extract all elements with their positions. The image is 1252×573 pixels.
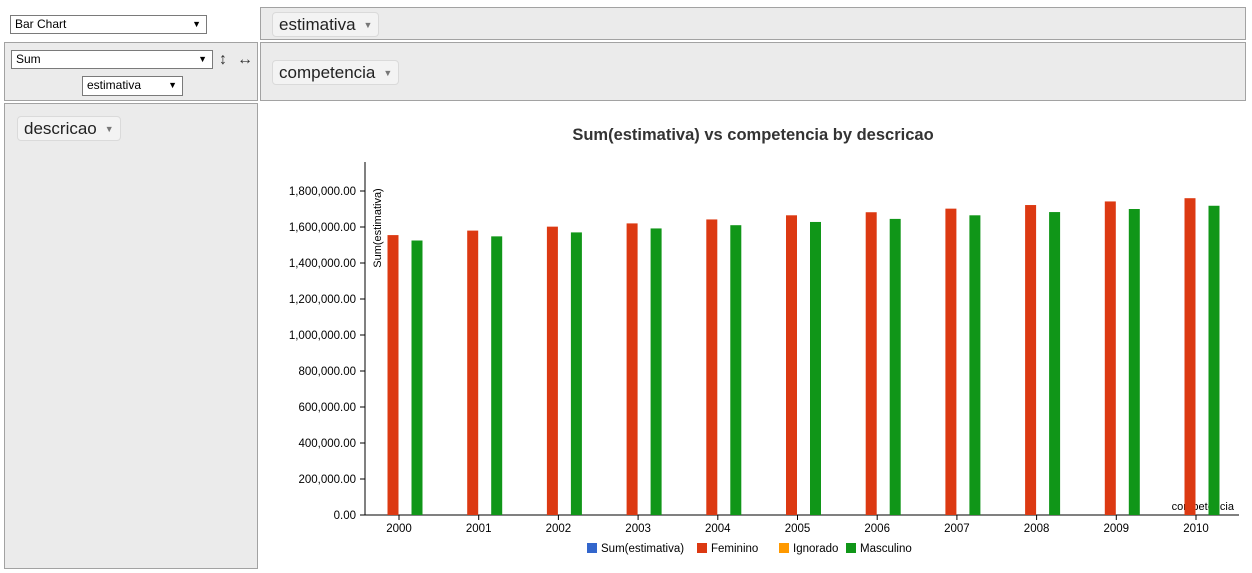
aggregator-panel: Sum ▼ ↕ ↔ estimativa ▼ bbox=[4, 42, 258, 101]
bar-masculino-2010[interactable] bbox=[1208, 205, 1220, 515]
y-tick-label: 1,000,000.00 bbox=[289, 330, 356, 342]
bar-feminino-2009[interactable] bbox=[1104, 201, 1116, 515]
chevron-down-icon: ▼ bbox=[192, 19, 201, 29]
bar-feminino-2006[interactable] bbox=[865, 212, 877, 515]
bar-feminino-2007[interactable] bbox=[945, 208, 957, 515]
bar-masculino-2000[interactable] bbox=[411, 240, 423, 516]
x-tick-label: 2006 bbox=[864, 523, 890, 535]
y-tick-label: 800,000.00 bbox=[298, 366, 356, 378]
row-field-label: descricao bbox=[24, 119, 97, 138]
bar-feminino-2008[interactable] bbox=[1025, 205, 1037, 515]
renderer-select[interactable]: Bar Chart ▼ bbox=[10, 15, 207, 34]
y-tick-label: 400,000.00 bbox=[298, 438, 356, 450]
column-field-label: competencia bbox=[279, 63, 376, 82]
y-tick-label: 0.00 bbox=[334, 510, 356, 522]
bar-feminino-2004[interactable] bbox=[706, 219, 718, 515]
bar-masculino-2009[interactable] bbox=[1128, 209, 1140, 515]
legend-swatch bbox=[846, 543, 856, 553]
x-tick-label: 2000 bbox=[386, 523, 412, 535]
x-tick-label: 2010 bbox=[1183, 523, 1209, 535]
legend-label[interactable]: Sum(estimativa) bbox=[601, 543, 684, 555]
aggregator-select-value: Sum bbox=[16, 52, 41, 66]
column-fields-panel: competencia ▼ bbox=[260, 42, 1246, 101]
bar-masculino-2001[interactable] bbox=[491, 236, 503, 516]
dropdown-arrow-icon[interactable]: ▼ bbox=[383, 68, 393, 78]
legend-label[interactable]: Ignorado bbox=[793, 543, 838, 555]
attribute-pill-label: estimativa bbox=[279, 15, 356, 34]
row-fields-panel: descricao ▼ bbox=[4, 103, 258, 569]
x-tick-label: 2008 bbox=[1024, 523, 1050, 535]
legend-swatch bbox=[779, 543, 789, 553]
y-tick-label: 1,200,000.00 bbox=[289, 294, 356, 306]
x-tick-label: 2009 bbox=[1104, 523, 1130, 535]
attribute-pill-estimativa[interactable]: estimativa ▼ bbox=[272, 12, 380, 37]
column-field-pill[interactable]: competencia ▼ bbox=[272, 60, 400, 85]
x-tick-label: 2007 bbox=[944, 523, 970, 535]
bar-chart: Sum(estimativa) vs competencia by descri… bbox=[289, 126, 1239, 555]
x-tick-label: 2004 bbox=[705, 523, 731, 535]
bar-masculino-2007[interactable] bbox=[969, 215, 981, 516]
bar-masculino-2004[interactable] bbox=[730, 225, 742, 515]
bar-masculino-2005[interactable] bbox=[810, 221, 821, 515]
bar-feminino-2003[interactable] bbox=[626, 223, 638, 515]
x-tick-label: 2001 bbox=[466, 523, 492, 535]
bar-feminino-2001[interactable] bbox=[467, 230, 479, 515]
y-tick-label: 1,600,000.00 bbox=[289, 222, 356, 234]
bar-feminino-2005[interactable] bbox=[786, 215, 797, 516]
horizontal-arrow-icon[interactable]: ↔ bbox=[237, 51, 253, 68]
dropdown-arrow-icon[interactable]: ▼ bbox=[104, 124, 114, 134]
legend-swatch bbox=[587, 543, 597, 553]
y-axis-label: Sum(estimativa) bbox=[372, 188, 384, 267]
bar-feminino-2002[interactable] bbox=[546, 226, 558, 515]
chart-title: Sum(estimativa) vs competencia by descri… bbox=[572, 126, 933, 144]
dropdown-arrow-icon[interactable]: ▼ bbox=[363, 20, 373, 30]
bar-feminino-2010[interactable] bbox=[1184, 198, 1196, 515]
y-tick-label: 600,000.00 bbox=[298, 402, 356, 414]
x-tick-label: 2005 bbox=[785, 523, 811, 535]
aggregator-attribute-value: estimativa bbox=[87, 78, 142, 92]
y-tick-label: 1,800,000.00 bbox=[289, 186, 356, 198]
renderer-select-value: Bar Chart bbox=[15, 17, 67, 31]
y-tick-label: 1,400,000.00 bbox=[289, 258, 356, 270]
x-axis-label: competencia bbox=[1172, 501, 1235, 513]
x-tick-label: 2002 bbox=[546, 523, 572, 535]
bar-feminino-2000[interactable] bbox=[387, 235, 399, 515]
legend-label[interactable]: Masculino bbox=[860, 543, 912, 555]
vertical-arrow-icon[interactable]: ↕ bbox=[219, 51, 227, 68]
aggregator-select[interactable]: Sum ▼ bbox=[11, 50, 213, 69]
column-attributes-panel: estimativa ▼ bbox=[260, 7, 1246, 40]
bar-masculino-2006[interactable] bbox=[889, 218, 901, 515]
x-tick-label: 2003 bbox=[625, 523, 651, 535]
bar-masculino-2002[interactable] bbox=[570, 232, 582, 515]
row-field-pill[interactable]: descricao ▼ bbox=[17, 116, 121, 141]
legend-label[interactable]: Feminino bbox=[711, 543, 758, 555]
legend-swatch bbox=[697, 543, 707, 553]
aggregator-attribute-select[interactable]: estimativa ▼ bbox=[82, 76, 183, 96]
chevron-down-icon: ▼ bbox=[168, 80, 177, 90]
bar-masculino-2003[interactable] bbox=[650, 228, 662, 515]
y-tick-label: 200,000.00 bbox=[298, 474, 356, 486]
chevron-down-icon: ▼ bbox=[198, 54, 207, 64]
bar-masculino-2008[interactable] bbox=[1049, 212, 1061, 515]
